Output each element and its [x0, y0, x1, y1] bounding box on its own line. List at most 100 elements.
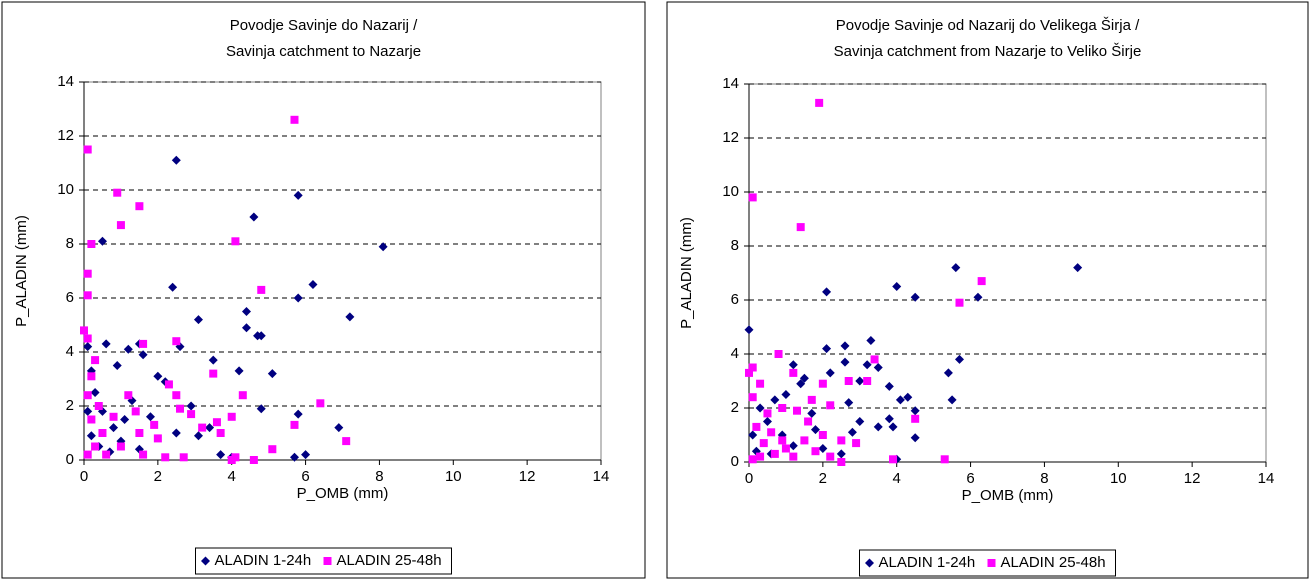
- square-marker: [811, 447, 820, 456]
- square-marker: [837, 436, 846, 445]
- square-marker: [198, 423, 207, 432]
- square-marker: [91, 442, 100, 451]
- square-marker: [83, 269, 92, 278]
- diamond-marker: [903, 392, 913, 402]
- y-tick-label: 6: [66, 289, 74, 306]
- diamond-marker: [109, 423, 119, 433]
- square-marker: [818, 431, 827, 439]
- diamond-marker: [866, 336, 876, 345]
- diamond-marker: [788, 360, 798, 370]
- square-marker: [83, 291, 92, 300]
- square-marker: [748, 455, 757, 464]
- square-marker: [852, 439, 861, 448]
- y-tick-label: 12: [722, 129, 739, 146]
- square-marker: [290, 420, 299, 429]
- diamond-marker: [873, 422, 883, 432]
- diamond-marker: [256, 404, 266, 414]
- square-marker: [804, 417, 813, 426]
- square-marker: [102, 450, 111, 459]
- square-marker: [179, 453, 188, 462]
- square-marker: [83, 334, 92, 343]
- square-marker: [987, 559, 996, 567]
- diamond-marker: [293, 409, 303, 419]
- square-marker: [767, 428, 776, 437]
- x-tick-label: 6: [966, 470, 974, 487]
- y-tick-label: 10: [722, 183, 739, 200]
- diamond-marker: [755, 403, 765, 413]
- chart-title: Povodje Savinje do Nazarij /: [230, 17, 418, 34]
- square-marker: [800, 436, 809, 445]
- diamond-marker: [862, 360, 872, 370]
- y-tick-label: 6: [731, 291, 739, 308]
- x-tick-label: 14: [593, 468, 610, 485]
- square-marker: [116, 442, 125, 451]
- x-tick-label: 2: [154, 468, 162, 485]
- square-marker: [756, 452, 765, 461]
- square-marker: [87, 240, 96, 248]
- legend-label: ALADIN 1-24h: [879, 554, 976, 571]
- x-tick-label: 4: [893, 470, 901, 487]
- diamond-marker: [840, 357, 850, 367]
- square-marker: [789, 368, 798, 377]
- diamond-marker: [171, 155, 181, 165]
- diamond-marker: [101, 339, 111, 349]
- diamond-marker: [799, 373, 809, 383]
- square-marker: [87, 372, 96, 381]
- square-marker: [268, 445, 277, 454]
- diamond-marker: [253, 331, 263, 341]
- diamond-marker: [748, 430, 758, 440]
- diamond-marker: [855, 376, 865, 386]
- diamond-marker: [822, 287, 832, 297]
- diamond-marker: [844, 398, 854, 408]
- square-marker: [759, 439, 768, 448]
- diamond-marker: [762, 417, 772, 426]
- diamond-marker: [293, 190, 303, 200]
- square-marker: [911, 414, 920, 423]
- square-marker: [756, 379, 765, 388]
- diamond-marker: [90, 388, 100, 397]
- diamond-marker: [138, 350, 148, 360]
- diamond-marker: [947, 395, 957, 405]
- diamond-marker: [884, 414, 894, 424]
- diamond-marker: [186, 401, 196, 411]
- square-marker: [807, 395, 816, 404]
- diamond-marker: [168, 282, 178, 292]
- square-marker: [150, 420, 159, 429]
- square-marker: [796, 223, 805, 232]
- x-tick-label: 8: [375, 468, 383, 485]
- square-marker: [789, 452, 798, 461]
- x-tick-label: 4: [228, 468, 236, 485]
- diamond-marker: [97, 236, 107, 246]
- diamond-marker: [83, 406, 93, 416]
- square-marker: [83, 145, 92, 154]
- diamond-marker: [825, 368, 835, 378]
- square-marker: [342, 437, 351, 446]
- diamond-marker: [241, 323, 251, 333]
- y-tick-label: 12: [57, 127, 74, 144]
- square-marker: [124, 391, 133, 400]
- square-marker: [781, 444, 790, 453]
- diamond-marker: [308, 280, 318, 289]
- diamond-marker: [865, 558, 874, 568]
- diamond-marker: [796, 379, 806, 389]
- square-marker: [748, 363, 757, 372]
- square-marker: [826, 452, 835, 461]
- diamond-marker: [855, 417, 865, 426]
- diamond-marker: [807, 408, 817, 418]
- square-marker: [774, 350, 783, 358]
- diamond-marker: [895, 395, 905, 405]
- square-marker: [135, 429, 144, 437]
- square-marker: [763, 409, 772, 418]
- chart-title: Savinja catchment from Nazarje to Veliko…: [834, 43, 1142, 60]
- diamond-marker: [289, 452, 299, 462]
- plot-area: [748, 83, 1267, 463]
- diamond-marker: [120, 415, 130, 424]
- x-tick-label: 12: [519, 468, 536, 485]
- square-marker: [889, 455, 898, 464]
- square-marker: [778, 404, 787, 412]
- diamond-marker: [810, 425, 820, 435]
- y-tick-label: 2: [731, 399, 739, 416]
- square-marker: [231, 237, 240, 246]
- x-tick-label: 12: [1184, 470, 1201, 487]
